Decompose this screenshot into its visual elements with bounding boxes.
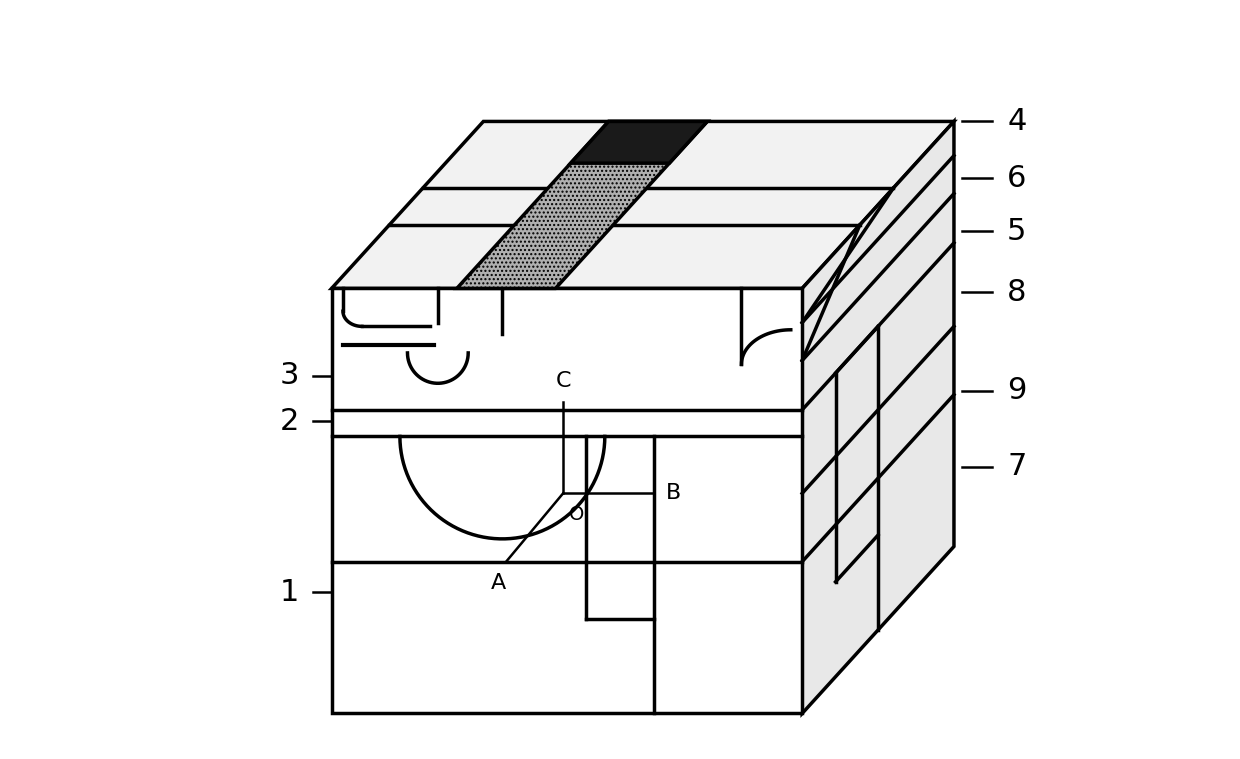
Polygon shape [456,121,707,288]
Polygon shape [570,121,707,163]
Text: C: C [556,371,570,391]
Text: 7: 7 [1007,452,1027,481]
Text: B: B [666,483,681,503]
Text: 4: 4 [1007,107,1027,136]
Text: O: O [569,505,584,524]
Text: 6: 6 [1007,164,1027,193]
Text: 5: 5 [1007,217,1027,246]
Polygon shape [802,121,954,713]
Polygon shape [331,121,954,288]
Polygon shape [331,288,802,713]
Text: 3: 3 [280,361,300,390]
Text: A: A [491,573,506,593]
Text: 8: 8 [1007,278,1027,307]
Text: 1: 1 [280,578,300,606]
Text: 9: 9 [1007,376,1027,405]
Text: 2: 2 [280,407,300,436]
